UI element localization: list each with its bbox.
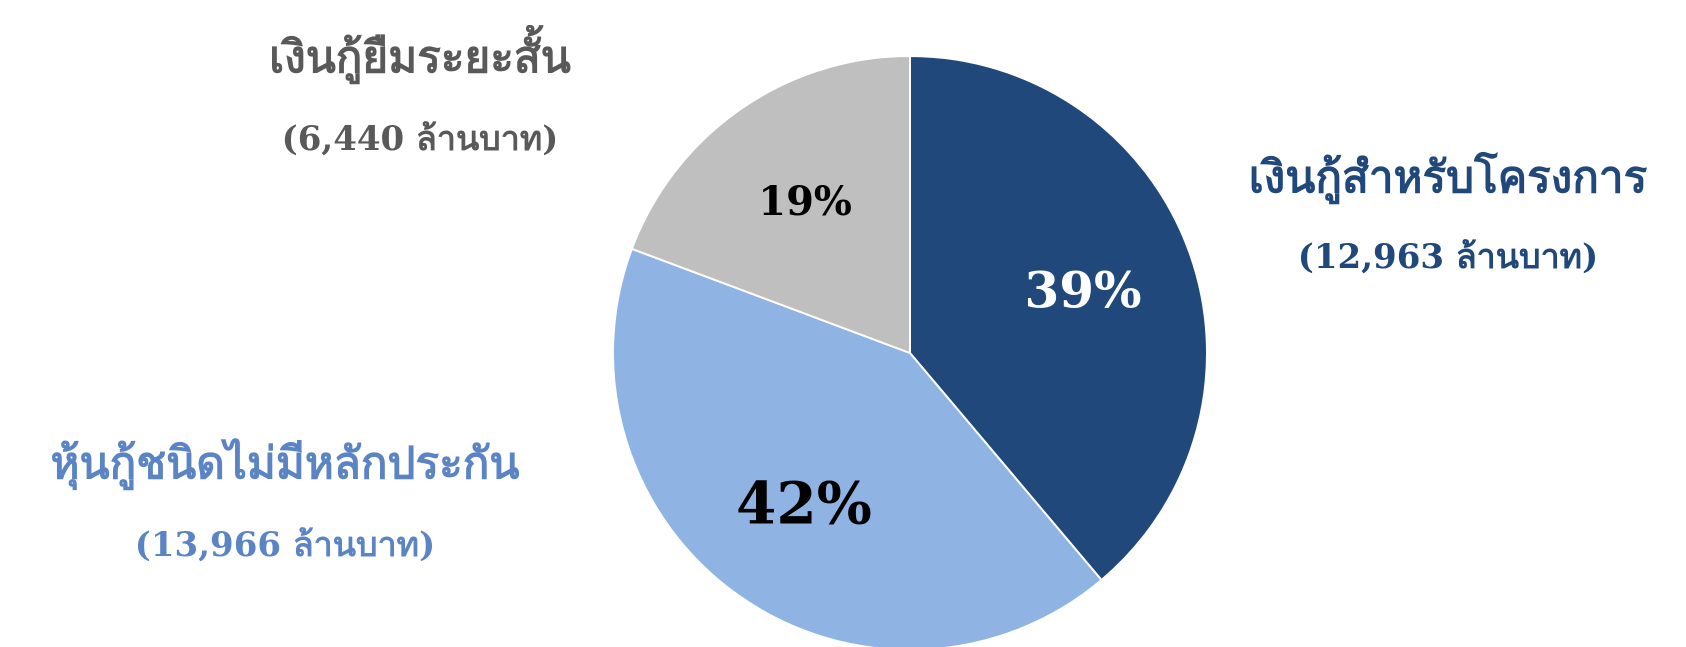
slice-name-label: เงินกู้สำหรับโครงการ xyxy=(1249,150,1648,204)
label-group-debentures: หุ้นกู้ชนิดไม่มีหลักประกัน (13,966 ล้านบ… xyxy=(51,437,520,565)
slice-value-label: (6,440 ล้านบาท) xyxy=(282,119,559,159)
slice-value-label: (12,963 ล้านบาท) xyxy=(1298,237,1598,277)
slice-percent-label: 42% xyxy=(736,470,872,538)
pie-slice xyxy=(909,54,1208,582)
label-group-short-term-loan: เงินกู้ยืมระยะสั้น (6,440 ล้านบาท) xyxy=(269,24,571,159)
slice-percent-label: 39% xyxy=(1024,260,1141,319)
label-group-project-loan: เงินกู้สำหรับโครงการ (12,963 ล้านบาท) xyxy=(1249,150,1648,277)
pie-slice xyxy=(612,247,1103,647)
slices-layer xyxy=(612,54,1208,647)
slice-name-label: เงินกู้ยืมระยะสั้น xyxy=(269,24,571,84)
pie-slice xyxy=(630,54,911,355)
slice-name-label: หุ้นกู้ชนิดไม่มีหลักประกัน xyxy=(51,437,520,491)
slice-value-label: (13,966 ล้านบาท) xyxy=(135,525,435,565)
percent-labels-layer: 39% 42% 19% xyxy=(736,178,1142,537)
slice-percent-label: 19% xyxy=(758,178,852,225)
